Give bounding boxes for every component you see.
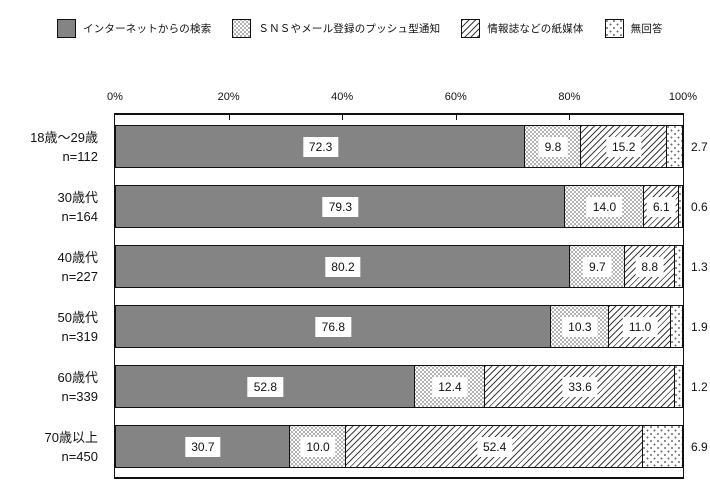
legend-label: インターネットからの検索 xyxy=(83,23,212,35)
category-n: n=164 xyxy=(61,208,98,224)
outside-value-label: 1.2 xyxy=(691,379,708,394)
segment-value-label: 12.4 xyxy=(432,376,468,397)
x-axis: 0% 20% 40% 60% 80% 100% xyxy=(107,91,697,105)
bar-segment-sparse-dots xyxy=(671,306,682,347)
category-name: 60歳代 xyxy=(57,369,98,385)
category-label: 50歳代 n=319 xyxy=(58,308,98,346)
x-axis-tick-label: 100% xyxy=(668,91,698,103)
segment-value-label: 9.7 xyxy=(583,256,612,277)
x-axis-tick-label: 60% xyxy=(444,91,467,103)
segment-value-label: 6.1 xyxy=(646,196,676,217)
bar-segment-sparse-dots xyxy=(666,126,682,167)
category-name: 70歳以上 xyxy=(44,429,98,445)
segment-value-label: 10.3 xyxy=(562,316,598,337)
x-axis-tick-label: 40% xyxy=(331,91,354,103)
segment-value-label: 72.3 xyxy=(302,136,339,157)
bar: 0.6 79.3 14.0 6.1 xyxy=(115,185,708,228)
category-label: 18歳〜29歳 n=112 xyxy=(30,128,98,166)
x-axis-tick-label: 80% xyxy=(558,91,581,103)
axis-tick-mark xyxy=(228,115,230,120)
category-label: 30歳代 n=164 xyxy=(58,188,98,226)
category-label: 40歳代 n=227 xyxy=(58,248,98,286)
bar: 1.3 80.2 9.7 8.8 xyxy=(115,245,708,288)
axis-tick-mark xyxy=(455,115,457,120)
outside-value-label: 1.3 xyxy=(691,259,708,274)
legend-item-internet-search: インターネットからの検索 xyxy=(57,19,211,38)
category-n: n=112 xyxy=(62,148,98,164)
axis-tick-mark xyxy=(569,115,571,120)
bar: 1.2 52.8 12.4 33.6 xyxy=(115,365,708,408)
segment-value-label: 80.2 xyxy=(325,256,361,277)
bar-segment-sparse-dots xyxy=(642,426,682,467)
legend-swatch-solid-gray-icon xyxy=(57,19,76,38)
segment-value-label: 11.0 xyxy=(622,316,658,337)
category-name: 18歳〜29歳 xyxy=(30,129,98,145)
category-name: 40歳代 xyxy=(57,249,98,265)
plot-area: 18歳〜29歳 n=112 2.7 72.3 9.8 15.2 30歳代 n=164… xyxy=(30,113,708,479)
category-n: n=227 xyxy=(61,268,98,284)
segment-value-label: 9.8 xyxy=(538,136,568,157)
legend-label: 無回答 xyxy=(630,23,663,35)
bar-segment-diagonal-hatch xyxy=(624,246,675,287)
bar-segment-fine-dots xyxy=(564,186,645,227)
legend-swatch-fine-dots-icon xyxy=(232,19,252,38)
x-axis-tick-label: 20% xyxy=(217,91,240,103)
bar-segment-sparse-dots xyxy=(674,246,682,287)
category-n: n=450 xyxy=(61,448,98,464)
legend-label: ＳＮＳやメール登録のプッシュ型通知 xyxy=(258,23,441,35)
segment-value-label: 10.0 xyxy=(300,436,336,457)
legend-label: 情報誌などの紙媒体 xyxy=(487,23,584,35)
category-name: 50歳代 xyxy=(57,309,98,325)
bar-segment-fine-dots xyxy=(525,126,581,167)
bar-segment-sparse-dots xyxy=(678,186,682,227)
segment-value-label: 14.0 xyxy=(586,196,623,217)
category-label: 60歳代 n=339 xyxy=(58,368,98,406)
segment-value-label: 79.3 xyxy=(322,196,359,217)
segment-value-label: 15.2 xyxy=(606,136,642,157)
segment-value-label: 52.8 xyxy=(247,376,284,397)
category-n: n=339 xyxy=(61,388,98,404)
outside-value-label: 0.6 xyxy=(691,199,708,214)
bar: 6.9 30.7 10.0 52.4 xyxy=(115,425,708,468)
category-label: 70歳以上 n=450 xyxy=(45,428,98,466)
outside-value-label: 1.9 xyxy=(691,319,708,334)
segment-value-label: 76.8 xyxy=(315,316,352,337)
outside-value-label: 6.9 xyxy=(691,439,708,454)
segment-value-label: 30.7 xyxy=(185,436,221,457)
category-n: n=319 xyxy=(61,328,98,344)
x-axis-tick-label: 0% xyxy=(107,91,123,103)
bar-segment-diagonal-hatch xyxy=(346,426,643,467)
legend-swatch-sparse-dots-icon xyxy=(604,19,624,38)
outside-value-label: 2.7 xyxy=(691,139,708,154)
bar-segment-fine-dots xyxy=(569,246,625,287)
bar-segment-fine-dots xyxy=(550,306,609,347)
bar-segment-sparse-dots xyxy=(675,366,682,407)
legend-swatch-diagonal-hatch-icon xyxy=(461,19,481,38)
segment-value-label: 52.4 xyxy=(476,436,513,457)
legend-item-no-answer: 無回答 xyxy=(604,19,663,38)
segment-value-label: 8.8 xyxy=(635,256,665,277)
legend-item-print-media: 情報誌などの紙媒体 xyxy=(461,19,583,38)
legend-item-sns-push: ＳＮＳやメール登録のプッシュ型通知 xyxy=(232,19,440,38)
chart-legend: インターネットからの検索 ＳＮＳやメール登録のプッシュ型通知 情報誌などの紙媒体… xyxy=(57,19,663,38)
axis-tick-mark xyxy=(342,115,344,120)
bar: 1.9 76.8 10.3 11.0 xyxy=(115,305,708,348)
bar: 2.7 72.3 9.8 15.2 xyxy=(115,125,708,168)
category-name: 30歳代 xyxy=(57,189,98,205)
segment-value-label: 33.6 xyxy=(562,376,598,397)
